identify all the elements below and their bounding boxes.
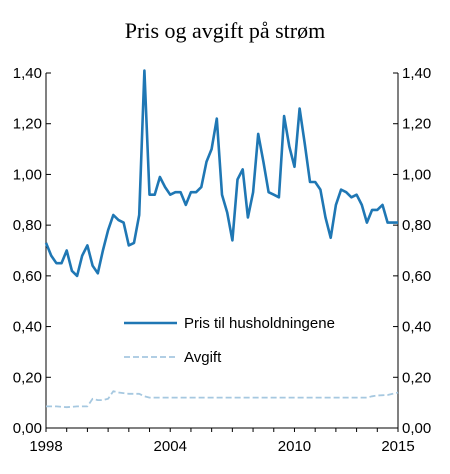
series-line-0 — [44, 69, 398, 278]
legend-label-0: Pris til husholdningene — [184, 315, 335, 332]
y-tick-label-left: 0,40 — [13, 319, 42, 336]
y-tick-label-left: 1,40 — [13, 65, 42, 82]
y-tick-label-left: 0,80 — [13, 217, 42, 234]
y-tick-label-left: 1,20 — [13, 116, 42, 133]
legend: Pris til husholdningene Avgift — [124, 315, 335, 366]
x-tick-label: 2015 — [381, 438, 414, 455]
y-tick-label-right: 0,40 — [402, 319, 431, 336]
series-line-1 — [46, 390, 399, 409]
axes: 0,00 0,00 0,20 0,20 0,40 0,40 0,60 0,60 0,80 0,80… — [13, 65, 431, 455]
y-tick-label-right: 1,40 — [402, 65, 431, 82]
x-tick-label: 2004 — [154, 438, 187, 455]
y-tick-label-right: 0,80 — [402, 217, 431, 234]
y-tick-label-right: 0,00 — [402, 420, 431, 437]
legend-label-1: Avgift — [184, 349, 222, 366]
x-tick-label: 1998 — [29, 438, 62, 455]
chart-title: Pris og avgift på strøm — [125, 18, 325, 43]
y-tick-label-right: 0,20 — [402, 369, 431, 386]
y-tick-label-left: 1,00 — [13, 166, 42, 183]
y-tick-label-left: 0,60 — [13, 268, 42, 285]
series-layer — [44, 69, 399, 409]
y-tick-label-right: 0,60 — [402, 268, 431, 285]
y-tick-label-left: 0,00 — [13, 420, 42, 437]
y-tick-label-right: 1,00 — [402, 166, 431, 183]
y-tick-label-right: 1,20 — [402, 116, 431, 133]
y-tick-label-left: 0,20 — [13, 369, 42, 386]
x-tick-label: 2010 — [278, 438, 311, 455]
